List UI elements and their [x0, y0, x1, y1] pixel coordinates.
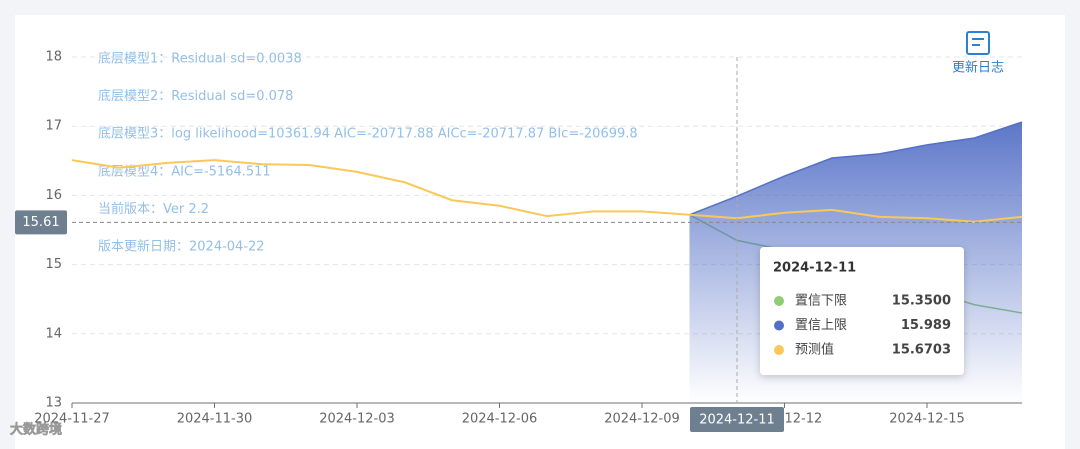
- tooltip-value: 15.989: [901, 318, 951, 333]
- tooltip-name: 置信上限: [795, 318, 847, 333]
- tooltip-value: 15.6703: [892, 343, 951, 358]
- tooltip: 2024-12-11 置信下限 15.3500 置信上限 15.989 预测值 15.670…: [760, 247, 964, 375]
- tooltip-dot: [774, 345, 784, 355]
- y-pointer-label: 15.61: [22, 215, 59, 230]
- x-tick-label: 2024-12-09: [604, 412, 680, 427]
- annotation: 底层模型1：Residual sd=0.0038: [98, 51, 302, 67]
- tooltip-name: 置信下限: [795, 294, 847, 309]
- annotation: 底层模型4：AIC=-5164.511: [98, 163, 271, 179]
- tooltip-box: [760, 247, 964, 375]
- tooltip-dot: [774, 320, 784, 331]
- series-line: [689, 121, 1023, 216]
- x-tick-label: 2024-12-15: [889, 412, 965, 427]
- tooltip-title: 2024-12-11: [773, 261, 856, 276]
- y-tick-label: 15: [45, 257, 62, 272]
- annotation: 当前版本：Ver 2.2: [98, 201, 209, 217]
- x-tick-label: 2024-12-03: [319, 412, 395, 427]
- annotation: 底层模型3：log likelihood=10361.94 AIC=-20717…: [98, 126, 638, 142]
- series-line: [71, 159, 1023, 223]
- annotation: 版本更新日期：2024-04-22: [98, 239, 265, 255]
- y-tick-label: 13: [45, 396, 62, 411]
- x-pointer-label: 2024-12-11: [699, 413, 775, 428]
- x-tick-label: 2024-12-06: [462, 412, 538, 427]
- pointer-box: [690, 407, 784, 432]
- annotation: 底层模型2：Residual sd=0.078: [98, 88, 293, 104]
- x-tick-label: 2024-11-27: [34, 412, 110, 427]
- tooltip-value: 15.3500: [892, 294, 951, 309]
- pointer-box: [15, 210, 67, 235]
- log-icon: [966, 31, 990, 55]
- y-tick-label: 14: [45, 326, 62, 341]
- button-label[interactable]: 更新日志: [952, 60, 1004, 76]
- tooltip-name: 预测值: [795, 342, 834, 358]
- y-tick-label: 17: [45, 119, 62, 134]
- watermark: 大数跨境: [10, 422, 62, 438]
- y-tick-label: 18: [45, 50, 62, 65]
- y-tick-label: 16: [45, 188, 62, 203]
- x-tick-label: 2024-11-30: [177, 412, 253, 427]
- update-log-button[interactable]: 更新日志: [952, 31, 1004, 76]
- tooltip-dot: [774, 296, 784, 306]
